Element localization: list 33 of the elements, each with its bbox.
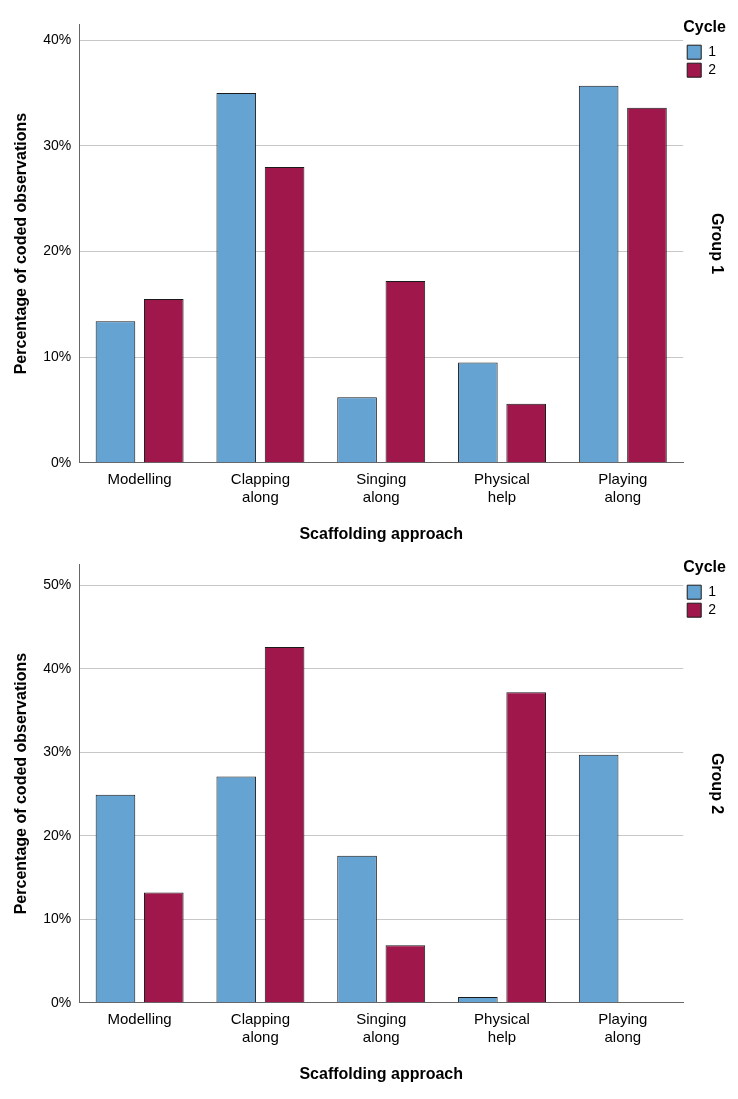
y-axis-title: Percentage of coded observations xyxy=(12,112,30,375)
y-tick-label: 50% xyxy=(43,576,72,593)
y-tick-label: 30% xyxy=(43,743,72,760)
x-tick-label: Modelling xyxy=(107,469,172,487)
legend-label: 1 xyxy=(708,583,717,600)
legend-title: Cycle xyxy=(683,558,727,576)
text: Group 1 xyxy=(709,212,727,275)
x-tick-label: Clapping along xyxy=(230,469,291,505)
x-tick-label: Clapping along xyxy=(230,1009,291,1045)
x-axis-title: Scaffolding approach xyxy=(299,524,464,542)
y-axis-title: Percentage of coded observations xyxy=(12,652,30,915)
x-tick-label: Playing along xyxy=(598,1009,648,1045)
y-tick-label: 20% xyxy=(43,242,72,259)
y-tick-label: 10% xyxy=(43,910,72,927)
y-tick-label: 20% xyxy=(43,826,72,843)
x-tick-label: Singing along xyxy=(356,469,407,505)
legend-label: 2 xyxy=(708,61,717,78)
x-tick-label: Modelling xyxy=(107,1009,172,1027)
legend-label: 2 xyxy=(708,601,717,618)
y-tick-label: 40% xyxy=(43,659,72,676)
legend-title: Cycle xyxy=(683,18,727,36)
x-tick-label: Singing along xyxy=(356,1009,407,1045)
y-tick-label: 40% xyxy=(43,31,72,48)
x-tick-label: Playing along xyxy=(598,469,648,505)
legend-label: 1 xyxy=(708,43,717,60)
y-tick-label: 0% xyxy=(50,993,72,1010)
x-tick-label: Physical help xyxy=(474,1009,530,1045)
y-tick-label: 10% xyxy=(43,348,72,365)
text: Group 2 xyxy=(709,752,727,815)
y-tick-label: 0% xyxy=(50,453,72,470)
x-axis-title: Scaffolding approach xyxy=(299,1064,464,1082)
y-tick-label: 30% xyxy=(43,136,72,153)
x-tick-label: Physical help xyxy=(474,469,530,505)
